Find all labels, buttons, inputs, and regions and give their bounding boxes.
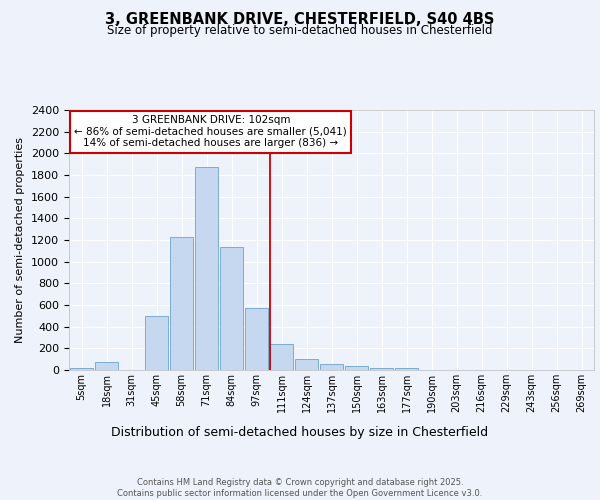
Bar xyxy=(194,168,218,370)
Text: 3, GREENBANK DRIVE, CHESTERFIELD, S40 4BS: 3, GREENBANK DRIVE, CHESTERFIELD, S40 4B… xyxy=(106,12,494,28)
Bar xyxy=(95,362,118,370)
Bar xyxy=(295,358,319,370)
Bar xyxy=(145,316,169,370)
Bar xyxy=(320,364,343,370)
Bar xyxy=(170,237,193,370)
Text: Distribution of semi-detached houses by size in Chesterfield: Distribution of semi-detached houses by … xyxy=(112,426,488,439)
Y-axis label: Number of semi-detached properties: Number of semi-detached properties xyxy=(16,137,25,343)
Bar xyxy=(269,344,293,370)
Bar xyxy=(370,368,394,370)
Text: Size of property relative to semi-detached houses in Chesterfield: Size of property relative to semi-detach… xyxy=(107,24,493,37)
Text: Contains HM Land Registry data © Crown copyright and database right 2025.
Contai: Contains HM Land Registry data © Crown c… xyxy=(118,478,482,498)
Text: 3 GREENBANK DRIVE: 102sqm
← 86% of semi-detached houses are smaller (5,041)
14% : 3 GREENBANK DRIVE: 102sqm ← 86% of semi-… xyxy=(74,115,347,148)
Bar xyxy=(220,246,244,370)
Bar xyxy=(344,366,368,370)
Bar xyxy=(245,308,268,370)
Bar xyxy=(395,368,418,370)
Bar xyxy=(70,368,94,370)
